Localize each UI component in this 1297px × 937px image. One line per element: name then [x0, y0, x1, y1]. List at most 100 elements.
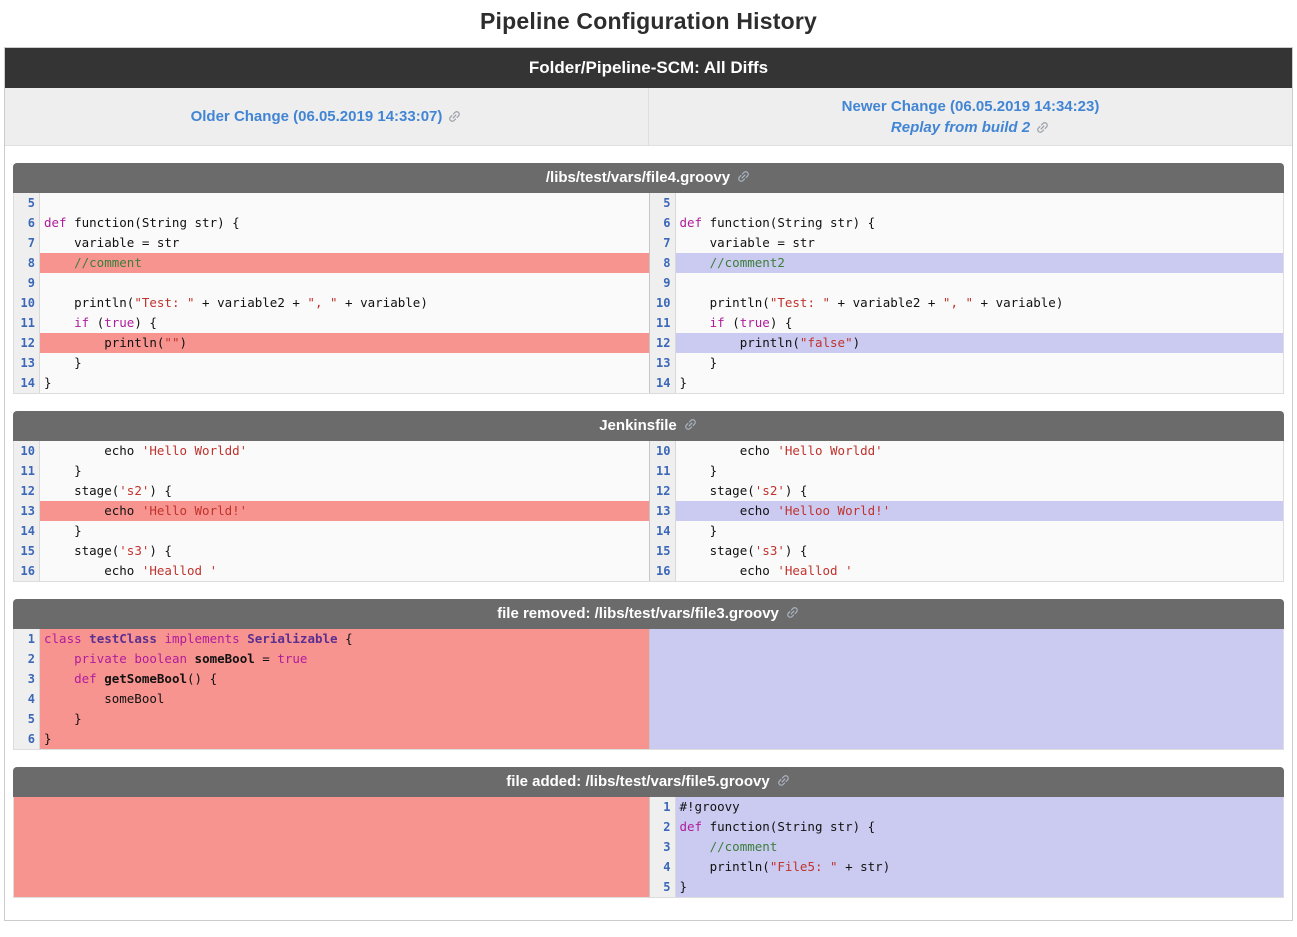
line-number: 4: [14, 689, 40, 709]
line-number: 8: [14, 253, 40, 273]
code-text: }: [40, 461, 649, 481]
file-header-title: Jenkinsfile: [599, 417, 677, 434]
code-text: }: [40, 373, 649, 393]
code-line: 14}: [650, 373, 1284, 393]
code-line: 3 def getSomeBool() {: [14, 669, 649, 689]
code-line: 2def function(String str) {: [650, 817, 1284, 837]
code-text: }: [40, 709, 649, 729]
line-number: 5: [14, 709, 40, 729]
line-number: 13: [14, 353, 40, 373]
code-text: def getSomeBool() {: [40, 669, 649, 689]
file-header: file removed: /libs/test/vars/file3.groo…: [13, 599, 1284, 629]
line-number: 6: [14, 213, 40, 233]
code-line: 1class testClass implements Serializable…: [14, 629, 649, 649]
code-text: println("File5: " + str): [676, 857, 1284, 877]
newer-change-link[interactable]: Newer Change (06.05.2019 14:34:23): [842, 96, 1100, 117]
code-text: println("false"): [676, 333, 1284, 353]
diff-pane-left: 10 echo 'Hello Worldd'11 }12 stage('s2')…: [14, 441, 649, 581]
diff-pane-right: [649, 629, 1284, 749]
code-line: 14}: [14, 373, 649, 393]
line-number: 12: [650, 481, 676, 501]
code-text: stage('s2') {: [676, 481, 1284, 501]
line-number: 16: [14, 561, 40, 581]
code-text: println("Test: " + variable2 + ", " + va…: [40, 293, 649, 313]
code-line: 15 stage('s3') {: [14, 541, 649, 561]
line-number: 14: [14, 521, 40, 541]
link-icon[interactable]: [773, 770, 794, 791]
code-text: }: [676, 521, 1284, 541]
line-number: 6: [14, 729, 40, 749]
line-number: 9: [650, 273, 676, 293]
diff-table: 1class testClass implements Serializable…: [13, 629, 1284, 750]
code-line: 7 variable = str: [650, 233, 1284, 253]
code-text: if (true) {: [676, 313, 1284, 333]
code-text: [676, 273, 1284, 293]
code-text: }: [40, 521, 649, 541]
code-text: stage('s2') {: [40, 481, 649, 501]
line-number: 9: [14, 273, 40, 293]
link-icon[interactable]: [680, 414, 701, 435]
code-text: }: [676, 461, 1284, 481]
code-line: 7 variable = str: [14, 233, 649, 253]
panel-title: Folder/Pipeline-SCM: All Diffs: [5, 48, 1292, 88]
code-line: 5 }: [14, 709, 649, 729]
line-number: 5: [14, 193, 40, 213]
code-line: 6def function(String str) {: [14, 213, 649, 233]
line-number: 12: [650, 333, 676, 353]
file-header-title: file removed: /libs/test/vars/file3.groo…: [497, 605, 779, 622]
diff-pane-right: 1#!groovy2def function(String str) {3 //…: [649, 797, 1284, 897]
line-number: 10: [14, 441, 40, 461]
link-icon[interactable]: [444, 106, 465, 127]
code-line: 4 println("File5: " + str): [650, 857, 1284, 877]
link-icon[interactable]: [733, 166, 754, 187]
diff-pane-left: [14, 797, 649, 897]
code-text: println(""): [40, 333, 649, 353]
code-line: 15 stage('s3') {: [650, 541, 1284, 561]
link-icon[interactable]: [1032, 116, 1053, 137]
code-line: 3 //comment: [650, 837, 1284, 857]
diff-section: Jenkinsfile 10 echo 'Hello Worldd'11 }12 …: [13, 411, 1284, 582]
code-line: 16 echo 'Heallod ': [14, 561, 649, 581]
replay-link[interactable]: Replay from build 2: [891, 117, 1030, 138]
code-line: 13 }: [14, 353, 649, 373]
line-number: 5: [650, 193, 676, 213]
code-line: 12 stage('s2') {: [650, 481, 1284, 501]
line-number: 13: [650, 353, 676, 373]
code-text: def function(String str) {: [676, 817, 1284, 837]
line-number: 6: [650, 213, 676, 233]
line-number: 10: [650, 293, 676, 313]
older-change-link[interactable]: Older Change (06.05.2019 14:33:07): [191, 106, 443, 127]
code-line: 13 echo 'Helloo World!': [650, 501, 1284, 521]
line-number: 14: [650, 373, 676, 393]
file-header: Jenkinsfile: [13, 411, 1284, 441]
code-text: stage('s3') {: [40, 541, 649, 561]
diff-section: file removed: /libs/test/vars/file3.groo…: [13, 599, 1284, 750]
diff-sections: /libs/test/vars/file4.groovy56def functi…: [5, 163, 1292, 898]
code-line: 13 echo 'Hello World!': [14, 501, 649, 521]
line-number: 14: [650, 521, 676, 541]
code-line: 10 println("Test: " + variable2 + ", " +…: [650, 293, 1284, 313]
link-icon[interactable]: [782, 602, 803, 623]
line-number: 1: [650, 797, 676, 817]
diff-panel: Folder/Pipeline-SCM: All Diffs Older Cha…: [4, 47, 1293, 921]
added-file-block: [650, 629, 1284, 749]
line-number: 7: [650, 233, 676, 253]
code-text: someBool: [40, 689, 649, 709]
code-text: variable = str: [676, 233, 1284, 253]
code-line: 14 }: [14, 521, 649, 541]
code-text: def function(String str) {: [676, 213, 1284, 233]
code-text: echo 'Hello World!': [40, 501, 649, 521]
code-line: 5: [14, 193, 649, 213]
line-number: 12: [14, 333, 40, 353]
code-line: 5}: [650, 877, 1284, 897]
code-line: 11 }: [14, 461, 649, 481]
diff-section: file added: /libs/test/vars/file5.groovy…: [13, 767, 1284, 898]
line-number: 10: [14, 293, 40, 313]
line-number: 16: [650, 561, 676, 581]
code-text: println("Test: " + variable2 + ", " + va…: [676, 293, 1284, 313]
line-number: 11: [650, 313, 676, 333]
code-text: def function(String str) {: [40, 213, 649, 233]
code-text: stage('s3') {: [676, 541, 1284, 561]
code-line: 16 echo 'Heallod ': [650, 561, 1284, 581]
code-line: 2 private boolean someBool = true: [14, 649, 649, 669]
